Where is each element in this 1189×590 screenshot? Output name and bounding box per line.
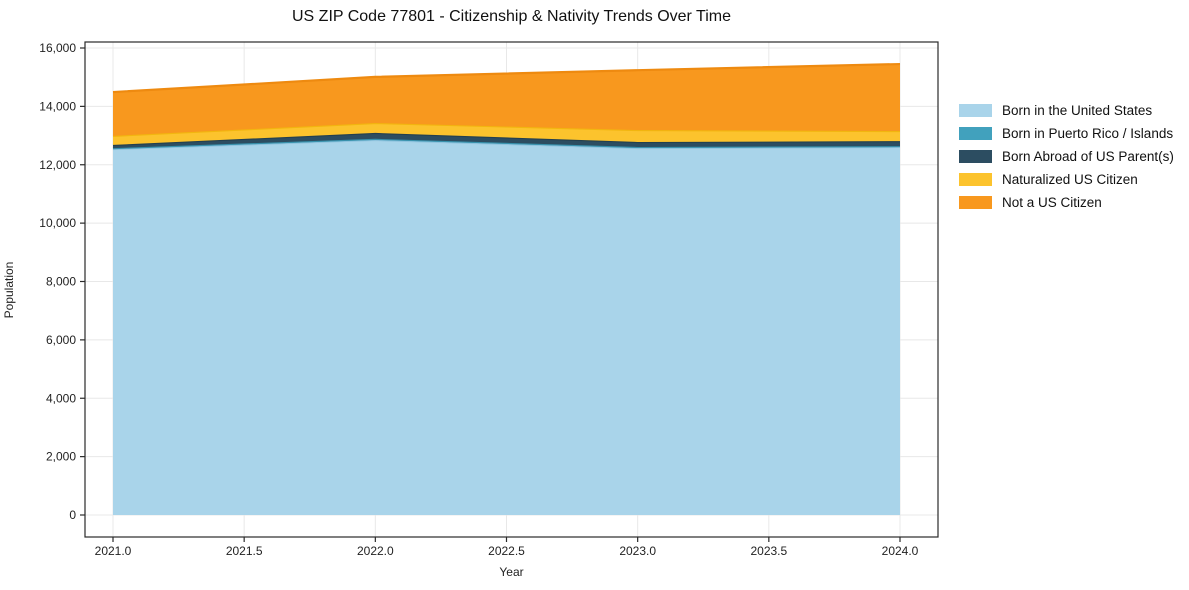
legend-label: Born in Puerto Rico / Islands [1002,126,1174,141]
legend-item-naturalized[interactable]: Naturalized US Citizen [959,168,1174,191]
legend-swatch [959,104,992,117]
y-tick-label: 14,000 [39,99,76,113]
x-tick-label: 2024.0 [882,544,919,558]
chart-title: US ZIP Code 77801 - Citizenship & Nativi… [292,8,731,25]
legend-swatch [959,127,992,140]
y-tick-label: 6,000 [46,333,76,347]
legend-label: Naturalized US Citizen [1002,172,1138,187]
y-tick-label: 2,000 [46,450,76,464]
x-tick-label: 2022.5 [488,544,525,558]
x-tick-label: 2023.5 [750,544,787,558]
y-tick-label: 16,000 [39,41,76,55]
legend-label: Born Abroad of US Parent(s) [1002,149,1174,164]
area-band-4[interactable] [113,64,900,136]
y-axis-label: Population [2,261,16,319]
area-band-0[interactable] [113,139,900,516]
y-tick-label: 12,000 [39,158,76,172]
legend-item-not-citizen[interactable]: Not a US Citizen [959,191,1174,214]
y-tick-label: 4,000 [46,391,76,405]
y-tick-label: 10,000 [39,216,76,230]
x-axis-label: Year [499,565,524,579]
legend-label: Born in the United States [1002,103,1153,118]
legend-swatch [959,196,992,209]
legend-item-born-puerto-rico[interactable]: Born in Puerto Rico / Islands [959,122,1174,145]
x-tick-label: 2022.0 [357,544,394,558]
area-line-4 [112,62,901,94]
x-tick-label: 2021.0 [95,544,132,558]
y-tick-label: 8,000 [46,275,76,289]
x-tick-label: 2021.5 [226,544,263,558]
legend-label: Not a US Citizen [1002,195,1102,210]
legend: Born in the United States Born in Puerto… [959,99,1174,214]
area-band-3[interactable] [113,123,900,145]
legend-swatch [959,150,992,163]
legend-item-born-abroad[interactable]: Born Abroad of US Parent(s) [959,145,1174,168]
x-tick-label: 2023.0 [619,544,656,558]
axes-frame [84,41,939,538]
y-tick-label: 0 [69,508,76,522]
legend-item-born-in-us[interactable]: Born in the United States [959,99,1174,122]
legend-swatch [959,173,992,186]
